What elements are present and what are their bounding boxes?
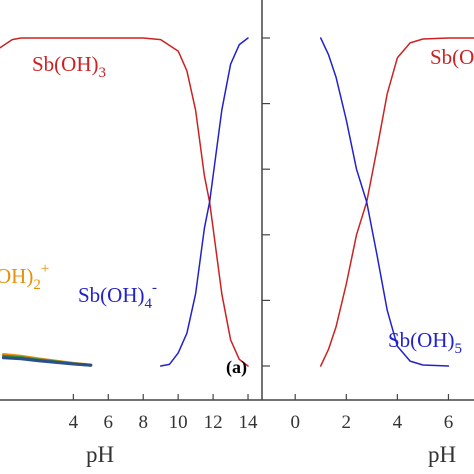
label-sb-oh-3: Sb(OH)3	[32, 52, 106, 81]
x-tick-label: 14	[239, 412, 259, 433]
panel-b-x-axis-title: pH	[428, 442, 456, 467]
panel-a: 4 6 8 10 12 14 pH (a) Sb(OH)3 OH)2+ Sb(OH)4-	[0, 0, 263, 467]
x-tick-label: 2	[342, 412, 352, 433]
label-sb-oh-5: Sb(OH)5	[388, 328, 462, 357]
label-sb-oh-4-minus: Sb(OH)4-	[78, 280, 157, 312]
panel-b-y-ticks	[262, 37, 270, 367]
x-tick-label: 12	[204, 412, 223, 433]
label-oh-2-plus: OH)2+	[0, 261, 49, 293]
x-tick-label: 6	[444, 412, 454, 433]
panel-a-x-axis-title: pH	[86, 442, 114, 467]
series-line-b-0	[319, 37, 474, 367]
panel-b-x-ticks: 0 2 4 6	[290, 394, 453, 433]
x-tick-label: 4	[393, 412, 403, 433]
x-tick-label: 10	[169, 412, 188, 433]
panel-b: 0 2 4 6 pH Sb(OH) Sb(OH)5	[262, 37, 474, 467]
x-tick-label: 6	[104, 412, 114, 433]
panel-a-series	[0, 37, 249, 367]
label-sb-oh-right-top: Sb(OH)	[430, 45, 474, 69]
panel-a-x-ticks: 4 6 8 10 12 14	[69, 394, 258, 433]
x-tick-label: 0	[290, 412, 300, 433]
x-tick-label: 4	[69, 412, 79, 433]
series-line-a-0	[0, 37, 249, 367]
panel-a-tag: (a)	[226, 357, 247, 378]
series-line-a-4	[2, 356, 93, 367]
x-tick-label: 8	[138, 412, 148, 433]
series-line-b-1	[319, 37, 450, 367]
series-line-a-1	[159, 37, 249, 367]
panel-b-series	[319, 37, 474, 367]
